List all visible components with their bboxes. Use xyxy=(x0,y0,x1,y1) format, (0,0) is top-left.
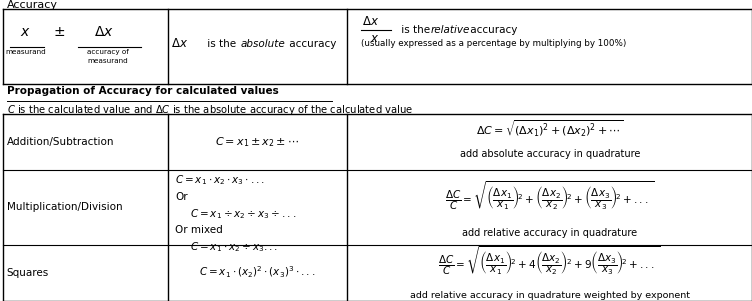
Text: measurand: measurand xyxy=(87,58,128,64)
Text: Squares: Squares xyxy=(7,268,49,278)
Text: $C = x_1 \div x_2 \div x_3 \div ...$: $C = x_1 \div x_2 \div x_3 \div ...$ xyxy=(190,207,296,221)
Text: Or mixed: Or mixed xyxy=(175,225,223,235)
Text: $C = x_1 \cdot x_2 \div x_3 ...$: $C = x_1 \cdot x_2 \div x_3 ...$ xyxy=(190,240,278,254)
Text: $x$: $x$ xyxy=(370,32,379,45)
Text: accuracy of: accuracy of xyxy=(87,49,129,55)
Text: $C = x_1 \cdot x_2 \cdot x_3 \cdot ...$: $C = x_1 \cdot x_2 \cdot x_3 \cdot ...$ xyxy=(175,173,265,187)
Text: $\Delta x$: $\Delta x$ xyxy=(171,37,189,50)
Text: $\Delta x$: $\Delta x$ xyxy=(362,15,380,28)
Text: accuracy: accuracy xyxy=(467,25,517,35)
Text: absolute: absolute xyxy=(241,39,285,48)
Text: is the: is the xyxy=(399,25,434,35)
Text: add absolute accuracy in quadrature: add absolute accuracy in quadrature xyxy=(459,149,640,159)
Text: measurand: measurand xyxy=(5,49,46,55)
Text: add relative accuracy in quadrature weighted by exponent: add relative accuracy in quadrature weig… xyxy=(410,291,690,300)
Text: Propagation of Accuracy for calculated values: Propagation of Accuracy for calculated v… xyxy=(7,86,278,96)
Text: $\pm$: $\pm$ xyxy=(53,25,65,39)
Text: $C$ is the calculated value and $\Delta C$ is the absolute accuracy of the calcu: $C$ is the calculated value and $\Delta … xyxy=(7,103,413,117)
Text: $\dfrac{\Delta C}{C} = \sqrt{\left(\dfrac{\Delta x_1}{x_1}\right)^{\!2} + 4\left: $\dfrac{\Delta C}{C} = \sqrt{\left(\dfra… xyxy=(438,244,661,277)
Text: add relative accuracy in quadrature: add relative accuracy in quadrature xyxy=(462,228,637,238)
Text: $\Delta C = \sqrt{(\Delta x_1)^2 + (\Delta x_2)^2 + \cdots}$: $\Delta C = \sqrt{(\Delta x_1)^2 + (\Del… xyxy=(476,119,623,138)
Text: Or: Or xyxy=(175,192,188,202)
Text: Accuracy: Accuracy xyxy=(7,0,58,10)
Text: relative: relative xyxy=(431,25,470,35)
Text: $C = x_1 \cdot (x_2)^2 \cdot (x_3)^3 \cdot ...$: $C = x_1 \cdot (x_2)^2 \cdot (x_3)^3 \cd… xyxy=(199,265,316,281)
Text: $\Delta x$: $\Delta x$ xyxy=(94,25,114,39)
Text: $C = x_1 \pm x_2 \pm \cdots$: $C = x_1 \pm x_2 \pm \cdots$ xyxy=(216,135,300,149)
Text: is the: is the xyxy=(204,39,239,48)
Text: Multiplication/Division: Multiplication/Division xyxy=(7,202,123,213)
Text: $\dfrac{\Delta C}{C} = \sqrt{\left(\dfrac{\Delta x_1}{x_1}\right)^{\!2} + \left(: $\dfrac{\Delta C}{C} = \sqrt{\left(\dfra… xyxy=(445,179,654,212)
Text: accuracy: accuracy xyxy=(286,39,336,48)
Text: (usually expressed as a percentage by multiplying by 100%): (usually expressed as a percentage by mu… xyxy=(361,39,626,48)
Text: Addition/Subtraction: Addition/Subtraction xyxy=(7,137,114,147)
Text: $x$: $x$ xyxy=(20,25,31,39)
